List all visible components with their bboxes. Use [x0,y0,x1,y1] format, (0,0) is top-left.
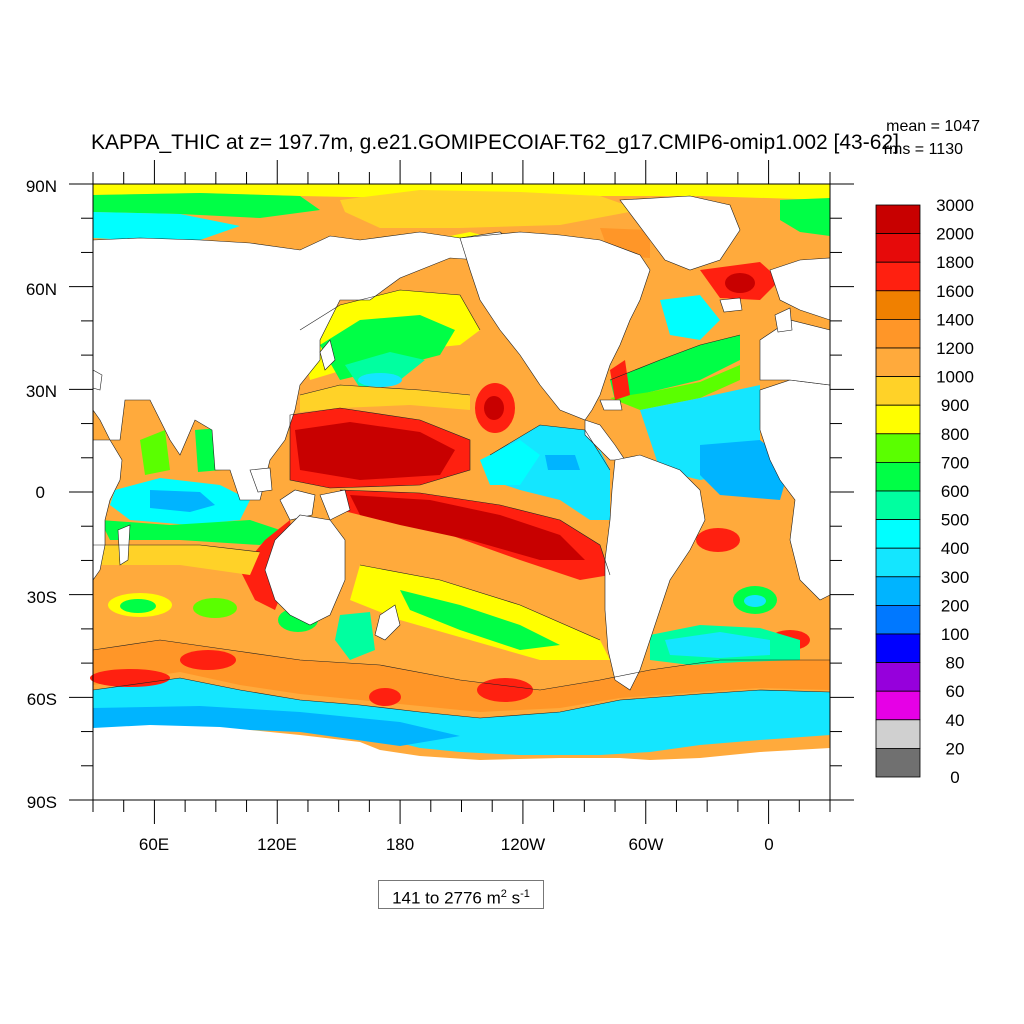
colorbar-swatch [875,204,921,235]
y-tick-label: 30S [27,588,57,607]
colorbar-swatch [875,376,921,406]
colorbar-label: 40 [946,711,965,730]
south-america-landmass [604,454,706,691]
plot-title: KAPPA_THIC at z= 197.7m, g.e21.GOMIPECOI… [91,131,899,154]
colorbar-swatch [875,662,921,692]
x-tick-label: 0 [764,835,773,854]
colorbar-label: 400 [941,539,969,558]
range-middle: s [506,888,521,908]
antarctica-landmass [93,725,830,800]
contour-lines [92,289,831,719]
mean-stat: mean = 1047 [886,118,980,135]
colorbar-label: 1000 [936,368,974,387]
range-exp2: -1 [520,888,530,900]
colorbar-label: 3000 [936,196,974,215]
colorbar-label: 1400 [936,310,974,329]
y-tick-label: 60S [27,690,57,709]
colorbar-label: 300 [941,568,969,587]
y-tick-label: 0 [36,483,45,502]
colorbar-swatch [875,404,921,435]
colorbar-swatch [875,690,921,721]
colorbar-label: 900 [941,396,969,415]
colorbar: 3000200018001600140012001000900800700600… [875,196,974,787]
colorbar-swatch [875,633,921,664]
colorbar-swatch [875,261,921,292]
colorbar-label: 20 [946,739,965,758]
x-tick-label: 120W [501,835,545,854]
y-tick-label: 60N [26,280,57,299]
colorbar-label: 0 [950,768,959,787]
colorbar-swatch [875,433,921,463]
colorbar-label: 1600 [936,282,974,301]
x-tick-label: 120E [257,835,297,854]
southern-ocean-band [93,678,830,755]
axis-ticks [69,160,854,824]
colorbar-swatch [875,519,921,549]
colorbar-label: 700 [941,453,969,472]
colorbar-swatch [875,290,921,320]
value-range-box: 141 to 2776 m2 s-1 [378,880,544,909]
y-tick-label: 90N [26,177,57,196]
colorbar-label: 1200 [936,339,974,358]
colorbar-swatch [875,547,921,578]
colorbar-swatch [875,318,921,349]
land-masses [92,195,831,691]
colorbar-swatch [875,347,921,378]
x-axis-labels: 60E 120E 180 120W 60W 0 [139,835,774,854]
range-prefix: 141 to 2776 m [392,888,501,908]
colorbar-label: 1800 [936,253,974,272]
colorbar-swatch [875,605,921,635]
colorbar-label: 600 [941,482,969,501]
north-america-landmass [459,231,651,421]
ocean-field [90,184,831,800]
colorbar-label: 2000 [936,225,974,244]
colorbar-swatch [875,461,921,492]
colorbar-swatch [875,748,921,778]
colorbar-swatch [875,719,921,749]
colorbar-label: 800 [941,425,969,444]
colorbar-label: 60 [946,682,965,701]
colorbar-swatch [875,490,921,521]
australia-landmass [264,514,346,626]
range-exp1: 2 [500,888,507,900]
rms-stat: rms = 1130 [884,141,963,158]
x-tick-label: 60E [139,835,169,854]
y-axis-labels: 90N 60N 30N 0 30S 60S 90S [26,177,57,812]
y-tick-label: 30N [26,382,57,401]
colorbar-label: 100 [941,625,969,644]
y-tick-label: 90S [27,793,57,812]
colorbar-label: 200 [941,596,969,615]
x-tick-label: 180 [386,835,414,854]
colorbar-swatch [875,576,921,606]
x-tick-label: 60W [629,835,664,854]
colorbar-swatch [875,233,921,263]
colorbar-label: 500 [941,511,969,530]
colorbar-label: 80 [946,654,965,673]
